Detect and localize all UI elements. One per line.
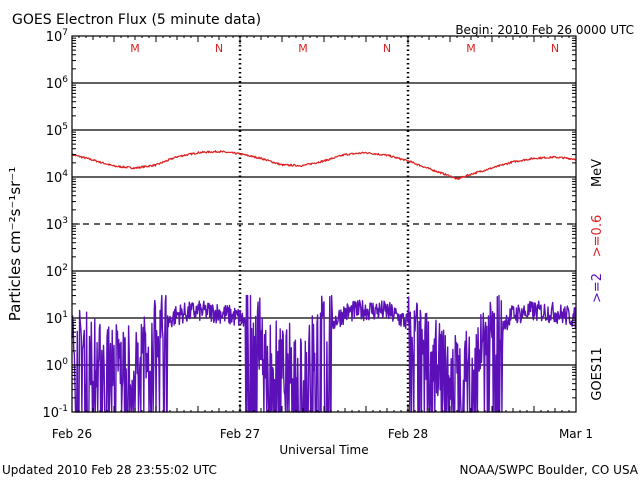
y-tick-label: 100 bbox=[46, 357, 69, 374]
local-time-marker: M bbox=[466, 42, 476, 55]
series-group bbox=[71, 150, 577, 413]
x-tick-label: Feb 26 bbox=[52, 427, 92, 441]
y-axis-label: Particles cm⁻²s⁻¹sr⁻¹ bbox=[6, 167, 24, 321]
local-time-marker: N bbox=[215, 42, 223, 55]
x-tick-label: Mar 1 bbox=[559, 427, 593, 441]
axes bbox=[71, 35, 577, 413]
legend-high-energy: >=0.6 bbox=[590, 215, 605, 257]
y-tick-label: 107 bbox=[46, 28, 68, 45]
x-tick-label: Feb 28 bbox=[388, 427, 428, 441]
chart-title: GOES Electron Flux (5 minute data) bbox=[12, 12, 261, 28]
local-time-marker: M bbox=[298, 42, 308, 55]
y-tick-label: 102 bbox=[46, 263, 68, 280]
local-time-marker: M bbox=[130, 42, 140, 55]
legend-unit: MeV bbox=[590, 159, 605, 187]
x-tick-label: Feb 27 bbox=[220, 427, 260, 441]
legend-low-energy: >=2 bbox=[590, 273, 605, 303]
series-line-high-energy bbox=[71, 150, 576, 180]
begin-time: Begin: 2010 Feb 26 0000 UTC bbox=[455, 23, 634, 37]
y-tick-label: 106 bbox=[46, 75, 69, 92]
y-tick-label: 104 bbox=[46, 169, 69, 186]
tick-labels: 107 106 105 104 103 102 101 100 10-1 Feb 26 Feb 27… bbox=[42, 28, 593, 441]
y-tick-label: 105 bbox=[46, 122, 68, 139]
y-tick-label: 103 bbox=[46, 216, 68, 233]
local-time-marker: N bbox=[383, 42, 391, 55]
series-line-low-energy bbox=[71, 294, 577, 413]
local-time-marker: N bbox=[551, 42, 559, 55]
x-axis-label: Universal Time bbox=[279, 443, 368, 457]
y-tick-label: 101 bbox=[46, 310, 68, 327]
y-tick-label: 10-1 bbox=[42, 404, 68, 421]
credit-text: NOAA/SWPC Boulder, CO USA bbox=[460, 463, 639, 477]
satellite-label: GOES11 bbox=[590, 347, 605, 400]
updated-timestamp: Updated 2010 Feb 28 23:55:02 UTC bbox=[2, 463, 217, 477]
